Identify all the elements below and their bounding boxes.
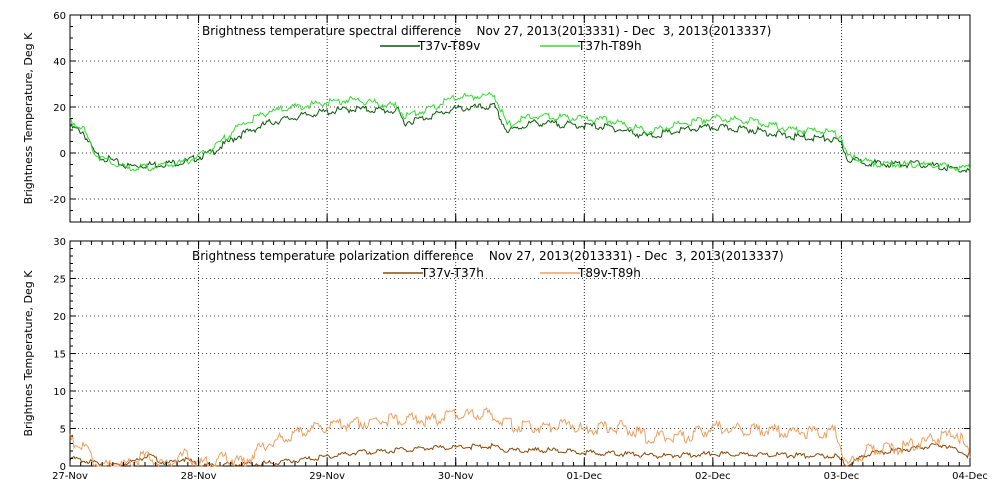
x-tick-label: 03-Dec — [824, 471, 860, 482]
spectral-y-tick-label: 60 — [53, 11, 66, 22]
x-tick-label: 28-Nov — [181, 471, 217, 482]
spectral-series-2-line — [69, 91, 971, 173]
spectral-x-ticks — [69, 15, 971, 222]
polarization-legend-label-1: T37v-T37h — [420, 266, 484, 280]
polarization-y-tick-label: 5 — [60, 425, 66, 436]
spectral-y-ticks: -20 0 20 40 60 — [50, 11, 970, 223]
spectral-grid — [70, 15, 970, 222]
x-tick-label: 29-Nov — [309, 471, 345, 482]
x-tick-label: 04-Dec — [952, 471, 988, 482]
spectral-legend: T37v-T89v T37h-T89h — [380, 39, 642, 53]
polarization-y-ticks: 0 5 10 15 20 25 30 — [53, 237, 970, 473]
x-tick-label: 01-Dec — [566, 471, 602, 482]
spectral-y-tick-label: -20 — [50, 195, 66, 206]
polarization-legend-label-2: T89v-T89h — [577, 266, 641, 280]
polarization-series-2-line — [69, 406, 971, 468]
spectral-y-tick-label: 40 — [53, 57, 66, 68]
spectral-legend-label-2: T37h-T89h — [577, 39, 642, 53]
polarization-x-ticks: 27-Nov 28-Nov 29-Nov 30-Nov 01-Dec 02-Dec 03-D… — [52, 241, 988, 482]
spectral-difference-panel: -20 0 20 40 60 Brightness temperature spectr… — [22, 11, 971, 223]
spectral-y-tick-label: 20 — [53, 103, 66, 114]
spectral-legend-label-1: T37v-T89v — [417, 39, 480, 53]
spectral-y-axis-label: Brightness Temperature, Deg K — [22, 32, 35, 204]
spectral-series-lines — [69, 91, 971, 174]
polarization-y-axis-label: Brightnes Temperature, Deg K — [22, 270, 35, 437]
polarization-y-tick-label: 15 — [53, 350, 66, 361]
spectral-plot-frame — [69, 14, 971, 223]
polarization-y-tick-label: 30 — [53, 237, 66, 248]
polarization-legend: T37v-T37h T89v-T89h — [383, 266, 641, 280]
spectral-chart-title: Brightness temperature spectral differen… — [202, 24, 771, 38]
x-tick-label: 30-Nov — [438, 471, 474, 482]
spectral-y-tick-label: 0 — [60, 149, 66, 160]
x-tick-label: 02-Dec — [695, 471, 731, 482]
polarization-y-tick-label: 20 — [53, 312, 66, 323]
polarization-y-tick-label: 0 — [60, 462, 66, 473]
spectral-series-1-line — [69, 102, 971, 174]
polarization-series-lines — [69, 406, 971, 468]
polarization-difference-panel: 0 5 10 15 20 25 30 27-Nov 28-Nov 29-Nov 30-Nov 01-… — [22, 237, 988, 482]
x-tick-label: 27-Nov — [52, 471, 88, 482]
polarization-y-tick-label: 10 — [53, 387, 66, 398]
polarization-y-tick-label: 25 — [53, 275, 66, 286]
polarization-chart-title: Brightness temperature polarization diff… — [192, 249, 784, 263]
